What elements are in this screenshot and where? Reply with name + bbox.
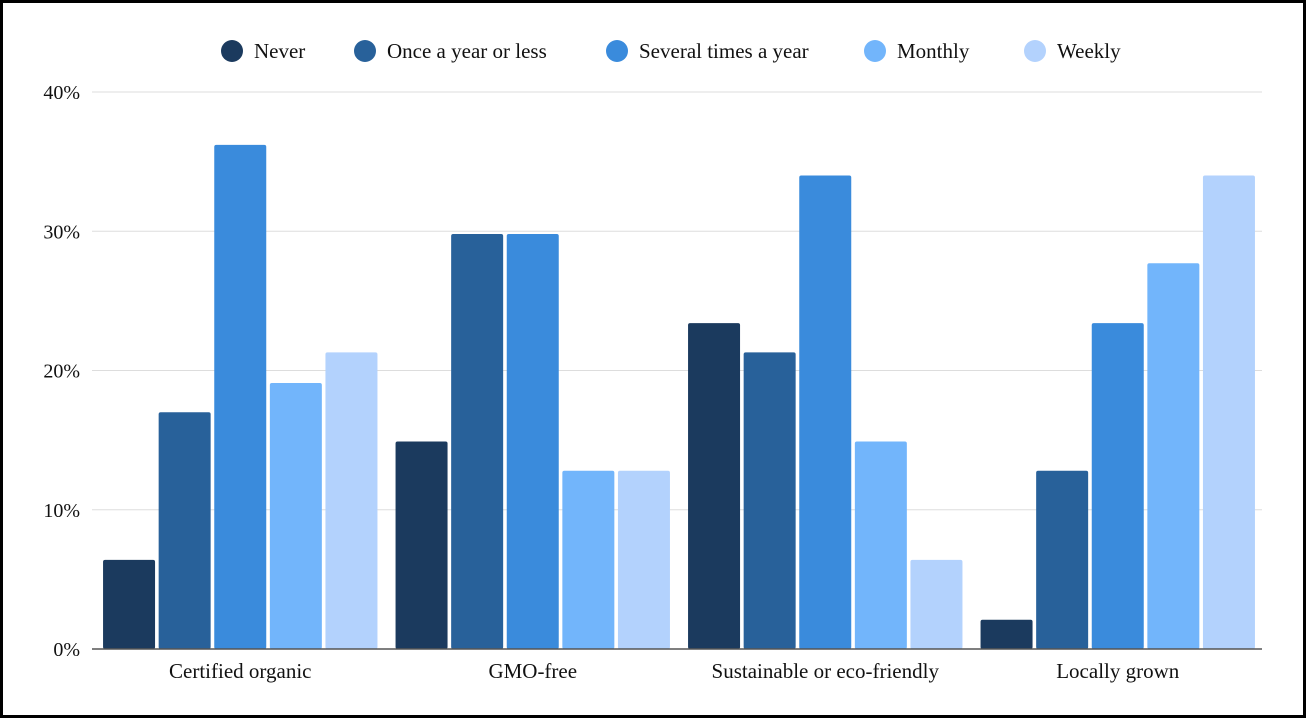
bar-weekly-2 bbox=[617, 470, 670, 649]
legend-label: Weekly bbox=[1057, 39, 1121, 63]
legend: Never Once a year or less Several times a … bbox=[221, 39, 1121, 63]
grouped-bar-chart: 0% 10% 20% 30% 40% Certified organic GMO-free S… bbox=[43, 39, 1262, 683]
bars bbox=[103, 144, 1255, 650]
legend-item: Never bbox=[221, 39, 305, 63]
bar-once-a-year-or-less-4 bbox=[1036, 470, 1089, 649]
legend-swatch bbox=[864, 40, 886, 62]
legend-label: Several times a year bbox=[639, 39, 809, 63]
x-category-label: Locally grown bbox=[1056, 659, 1180, 683]
bar-several-times-a-year-1 bbox=[214, 144, 267, 650]
bar-several-times-a-year-3 bbox=[799, 175, 852, 650]
bar-never-3 bbox=[688, 323, 741, 649]
legend-item: Several times a year bbox=[606, 39, 809, 63]
bar-once-a-year-or-less-3 bbox=[743, 352, 796, 649]
bar-monthly-4 bbox=[1147, 263, 1200, 649]
bar-never-4 bbox=[980, 619, 1033, 649]
y-tick-label: 20% bbox=[43, 361, 80, 383]
y-tick-label: 10% bbox=[43, 500, 80, 522]
bar-monthly-2 bbox=[562, 470, 615, 649]
x-category-label: GMO-free bbox=[488, 659, 577, 683]
bar-never-2 bbox=[395, 441, 448, 649]
y-tick-label: 0% bbox=[53, 639, 80, 661]
legend-swatch bbox=[1024, 40, 1046, 62]
legend-label: Never bbox=[254, 39, 305, 63]
bar-never-1 bbox=[103, 559, 156, 649]
bar-monthly-3 bbox=[854, 441, 907, 649]
bar-several-times-a-year-2 bbox=[506, 234, 559, 649]
legend-swatch bbox=[221, 40, 243, 62]
bar-once-a-year-or-less-1 bbox=[158, 412, 211, 649]
bar-several-times-a-year-4 bbox=[1091, 323, 1144, 649]
bar-weekly-4 bbox=[1202, 175, 1255, 650]
x-category-label: Certified organic bbox=[169, 659, 311, 683]
legend-label: Once a year or less bbox=[387, 39, 547, 63]
legend-item: Once a year or less bbox=[354, 39, 547, 63]
legend-item: Monthly bbox=[864, 39, 970, 63]
y-tick-label: 30% bbox=[43, 221, 80, 243]
legend-item: Weekly bbox=[1024, 39, 1121, 63]
bar-once-a-year-or-less-2 bbox=[451, 234, 504, 649]
bar-monthly-1 bbox=[269, 383, 322, 649]
legend-swatch bbox=[606, 40, 628, 62]
legend-label: Monthly bbox=[897, 39, 970, 63]
bar-weekly-3 bbox=[910, 559, 963, 649]
bar-weekly-1 bbox=[325, 352, 378, 649]
gridlines bbox=[92, 91, 1262, 511]
y-tick-label: 40% bbox=[43, 82, 80, 104]
x-category-label: Sustainable or eco-friendly bbox=[712, 659, 940, 683]
axes: 0% 10% 20% 30% 40% Certified organic GMO-free S… bbox=[43, 82, 1262, 683]
legend-swatch bbox=[354, 40, 376, 62]
